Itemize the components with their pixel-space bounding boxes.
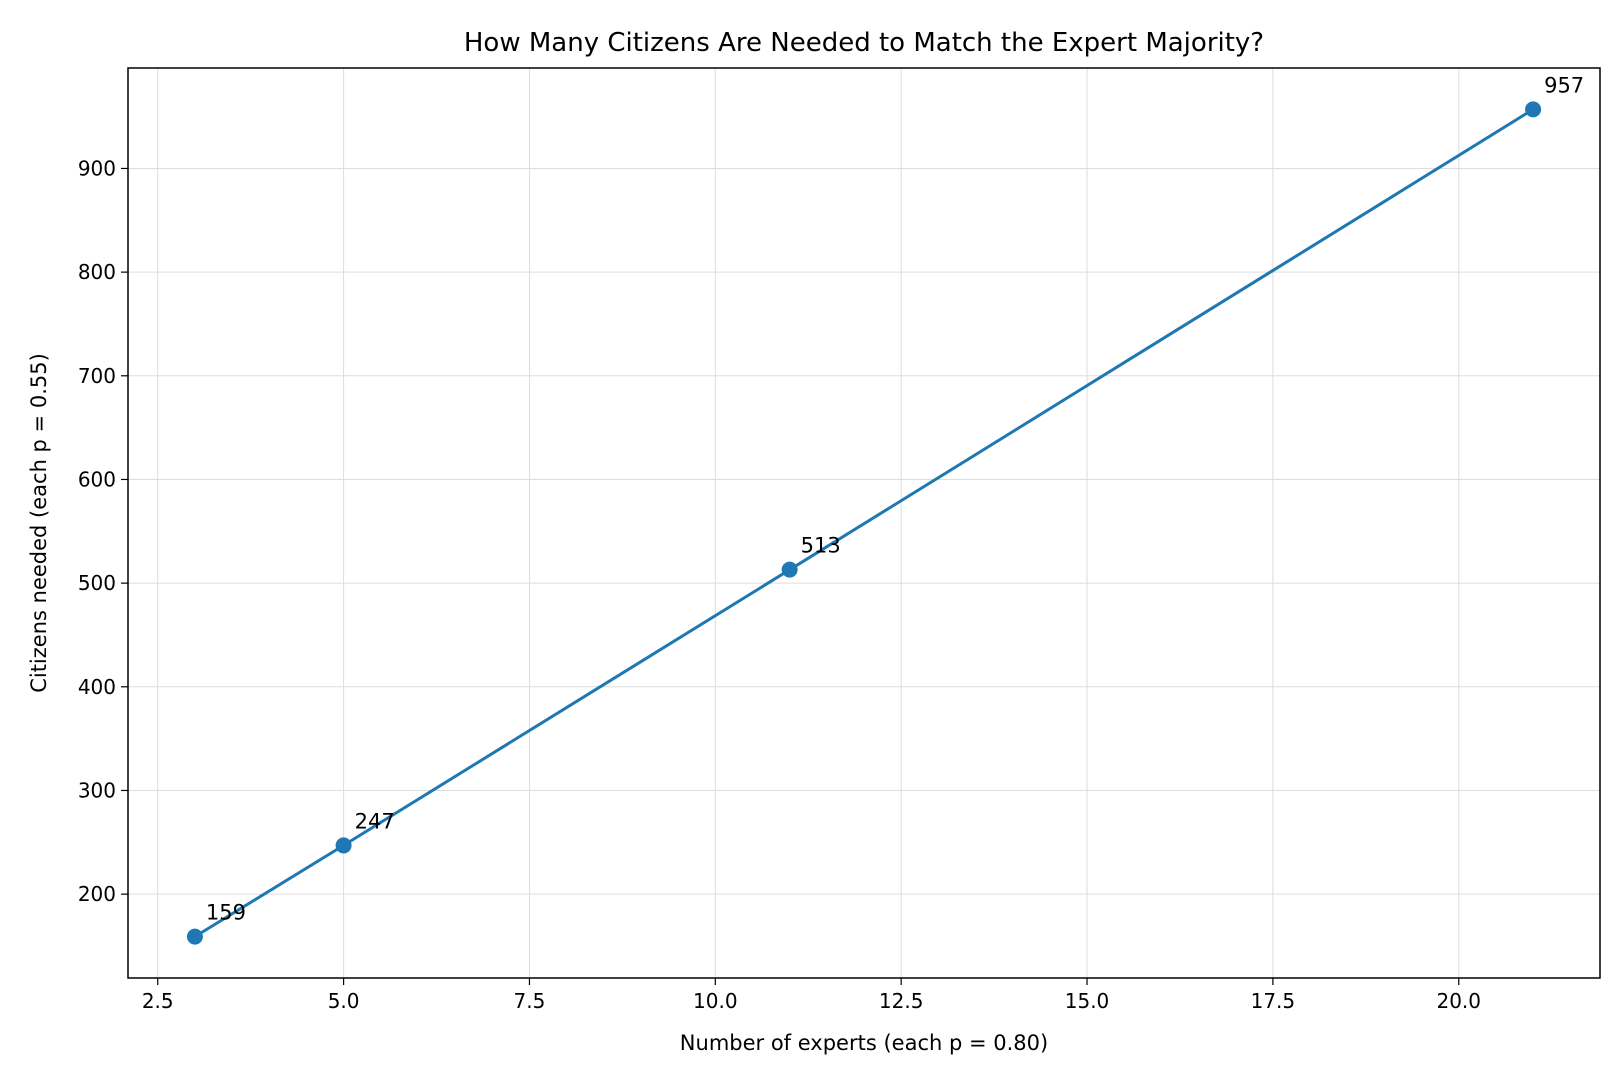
y-tick-label: 800 [78, 260, 116, 284]
y-tick-label: 200 [78, 882, 116, 906]
data-label: 513 [801, 534, 841, 558]
x-tick-label: 5.0 [328, 989, 360, 1013]
x-tick-label: 17.5 [1251, 989, 1296, 1013]
data-label: 159 [206, 901, 246, 925]
x-tick-label: 10.0 [693, 989, 738, 1013]
data-label: 957 [1544, 73, 1584, 97]
y-tick-label: 400 [78, 675, 116, 699]
y-tick-label: 900 [78, 156, 116, 180]
series-line [194, 108, 1534, 938]
y-tick-label: 500 [78, 571, 116, 595]
axes: 2.5 5.0 7.5 10.0 12.5 15.0 17.5 20.0 200 300 400 50… [78, 156, 1481, 1013]
series-layer [186, 101, 1542, 945]
data-point [781, 561, 798, 578]
x-tick-label: 20.0 [1436, 989, 1481, 1013]
plot-frame [127, 67, 1601, 979]
x-axis-label: Number of experts (each p = 0.80) [680, 1031, 1048, 1055]
x-tick-label: 2.5 [142, 989, 174, 1013]
x-tick-label: 12.5 [879, 989, 924, 1013]
data-point [186, 928, 203, 945]
data-point [1525, 101, 1542, 118]
x-tick-label: 7.5 [514, 989, 546, 1013]
x-tick-label: 15.0 [1065, 989, 1110, 1013]
y-axis-label: Citizens needed (each p = 0.55) [27, 353, 51, 693]
data-point [335, 837, 352, 854]
grid [128, 68, 1600, 978]
y-tick-label: 700 [78, 364, 116, 388]
chart-title: How Many Citizens Are Needed to Match th… [464, 28, 1264, 58]
data-label: 247 [355, 809, 395, 833]
data-labels: 159 247 513 957 [206, 73, 1584, 924]
y-tick-label: 600 [78, 467, 116, 491]
y-tick-label: 300 [78, 778, 116, 802]
